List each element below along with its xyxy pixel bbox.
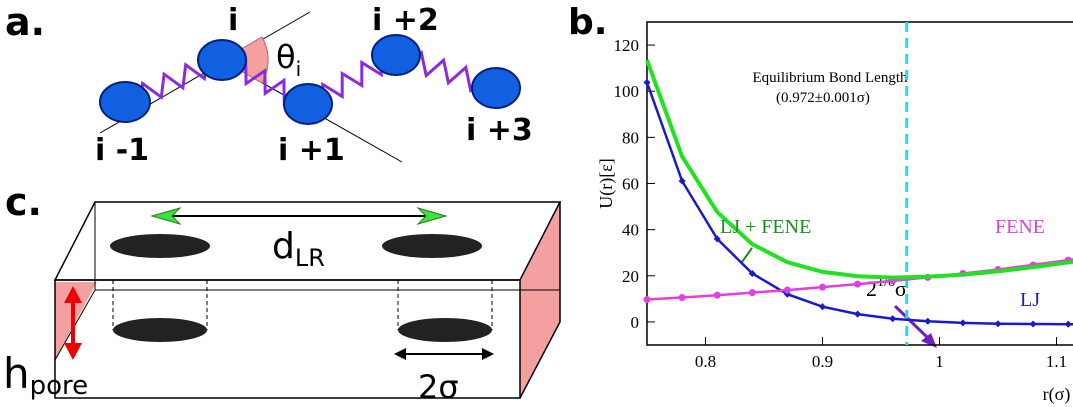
bead-label: i +3 [466, 113, 533, 148]
panel-label: c. [5, 180, 42, 224]
cutoff-unit: σ [895, 276, 907, 301]
point [994, 320, 1002, 328]
y-tick-label: 60 [622, 175, 639, 194]
distance-symbol: d [272, 226, 295, 267]
bead-label: i -1 [95, 133, 149, 168]
diameter-label: 2σ [418, 368, 459, 406]
cutoff-base: 2 [866, 276, 877, 301]
point [1029, 320, 1037, 328]
box-edge [519, 202, 561, 399]
bead-label: i +2 [372, 3, 439, 38]
y-tick-label: 0 [631, 313, 640, 332]
series-label: FENE [995, 216, 1045, 238]
arrow-head [150, 206, 182, 226]
point [924, 317, 932, 325]
series-line [645, 59, 1073, 280]
x-tick-label: 1.1 [1046, 352, 1067, 371]
series-line [646, 258, 1073, 301]
point [713, 235, 721, 243]
pore-bottom [398, 318, 492, 342]
side-face [520, 202, 560, 398]
panel-b: b. Equilibrium Bond Length (0.972±0.001σ… [568, 2, 1073, 405]
panel-label: b. [568, 2, 607, 43]
panel-c: c. dLR hpore 2σ [3, 180, 562, 406]
annotation-arrow [893, 304, 932, 342]
point [643, 78, 651, 86]
annotation: (0.972±0.001σ) [776, 90, 870, 106]
annotation-arrow [741, 247, 753, 263]
point [854, 310, 862, 318]
bead [371, 34, 421, 76]
point [819, 283, 826, 291]
point [643, 296, 651, 304]
bead-label: i [228, 3, 238, 38]
box-front [54, 279, 521, 399]
arrow-head [64, 343, 82, 360]
point [748, 269, 756, 278]
point [818, 303, 827, 311]
arrow-head [394, 348, 406, 360]
angle-symbol: θ [276, 38, 296, 76]
panel-a: a. i -1 i i +1 i +2 i +3 θi [5, 0, 533, 168]
height-subscript: pore [30, 371, 89, 401]
distance-label: dLR [272, 226, 325, 272]
point [713, 291, 721, 299]
y-axis-label: U(r)[ε] [596, 158, 617, 209]
arrow-head [416, 206, 448, 226]
annotation: Equilibrium Bond Length [753, 70, 908, 86]
point [854, 280, 862, 288]
distance-subscript: LR [295, 244, 325, 272]
angle-label: θi [276, 38, 301, 81]
bead [197, 39, 247, 81]
pore-bottom [113, 318, 207, 342]
height-label: hpore [3, 349, 88, 401]
x-tick-label: 0.9 [812, 352, 833, 371]
point [783, 286, 791, 294]
point [678, 177, 686, 185]
point [889, 315, 897, 323]
point [1064, 320, 1072, 328]
x-axis-label: r(σ) [1043, 384, 1071, 405]
panel-label: a. [5, 0, 45, 44]
pore-top [110, 234, 210, 258]
angle-subscript: i [296, 57, 302, 81]
height-symbol: h [3, 349, 30, 398]
pore-top [382, 234, 482, 258]
y-tick-label: 40 [622, 221, 639, 240]
point [678, 293, 686, 301]
arrow-head [64, 286, 82, 303]
y-tick-label: 80 [622, 128, 639, 147]
point [959, 319, 967, 327]
y-tick-label: 20 [622, 267, 639, 286]
bead-label: i +1 [278, 133, 345, 168]
y-tick-label: 120 [614, 36, 640, 55]
bead [99, 81, 151, 123]
series-label: LJ + FENE [720, 216, 811, 238]
bead [283, 83, 333, 125]
x-tick-label: 0.8 [695, 352, 716, 371]
arrow-head [482, 348, 494, 360]
y-tick-label: 100 [614, 82, 640, 101]
point [748, 289, 756, 297]
series-label: LJ [1020, 289, 1040, 311]
x-tick-label: 1 [935, 352, 944, 371]
bead [471, 67, 521, 109]
pore-walls [112, 280, 493, 330]
